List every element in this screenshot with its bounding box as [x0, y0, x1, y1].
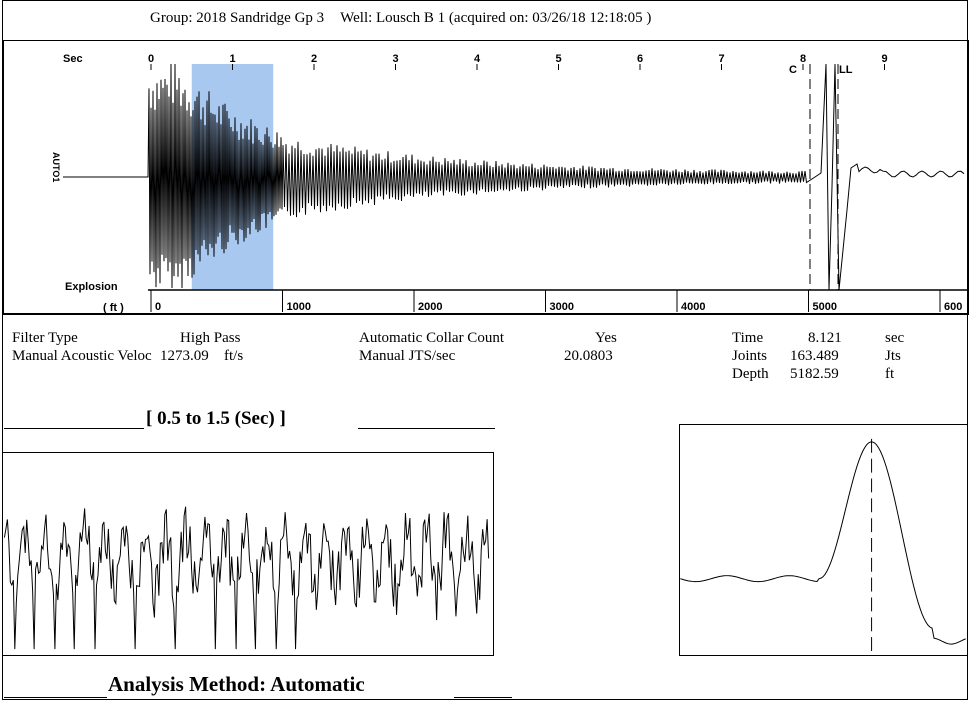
filter-type-label: Filter Type	[12, 330, 78, 346]
analysis-method: Analysis Method: Automatic	[108, 672, 365, 696]
collar-detail-plot[interactable]	[679, 424, 968, 656]
collar-marker-left: C	[789, 64, 797, 76]
depth-label: Depth	[732, 366, 769, 382]
ft-tick-label: 1000	[287, 301, 311, 313]
ft-tick-label: 3000	[550, 301, 574, 313]
sec-axis: 0 1 2 3 4 5 6 7 8 9	[148, 53, 888, 70]
zoom-trace	[3, 506, 490, 650]
manual-jts-label: Manual JTS/sec	[359, 348, 456, 364]
sec-tick-label: 4	[474, 53, 481, 65]
ft-tick-label: 5000	[813, 301, 837, 313]
sec-tick-label: 8	[800, 53, 806, 65]
sec-tick-label: 3	[393, 53, 399, 65]
title-rule-left	[4, 428, 144, 429]
manual-velocity-value: 1273.09	[160, 348, 209, 364]
collar-marker-right: LL	[839, 64, 853, 76]
sec-tick-label: 2	[311, 53, 317, 65]
manual-velocity-unit: ft/s	[224, 348, 244, 364]
well-label: Well: Lousch B 1 (acquired on: 03/26/18 …	[340, 10, 652, 26]
joints-label: Joints	[732, 348, 768, 364]
ft-tick-label: 600	[944, 301, 962, 313]
title-rule-right	[358, 428, 495, 429]
explosion-label: Explosion	[65, 281, 118, 293]
time-value: 8.121	[808, 330, 842, 346]
sec-axis-label: Sec	[63, 53, 83, 65]
footer-rule-right	[454, 697, 512, 698]
header: Group: 2018 Sandridge Gp 3 Well: Lousch B…	[150, 10, 651, 27]
depth-unit: ft	[885, 366, 895, 382]
collar-waveform	[680, 441, 966, 645]
ft-axis: 0 1000 2000 3000 4000 5000 600	[150, 290, 962, 313]
manual-velocity-label: Manual Acoustic Veloc	[12, 348, 152, 364]
ft-tick-label: 0	[155, 301, 161, 313]
sec-tick-label: 7	[719, 53, 725, 65]
acoustic-trace	[63, 63, 965, 291]
zoom-trace-plot[interactable]	[2, 452, 494, 656]
sec-tick-label: 5	[556, 53, 562, 65]
time-unit: sec	[885, 330, 905, 346]
group-label: Group: 2018 Sandridge Gp 3	[150, 10, 325, 26]
zoom-title: [ 0.5 to 1.5 (Sec) ]	[146, 408, 286, 429]
sec-tick-label: 1	[230, 53, 236, 65]
joints-value: 163.489	[790, 348, 839, 364]
sec-tick-label: 6	[637, 53, 643, 65]
footer-rule-left	[4, 697, 107, 698]
sec-tick-label: 0	[148, 53, 154, 65]
joints-unit: Jts	[885, 348, 901, 364]
manual-jts-value: 20.0803	[564, 348, 613, 364]
filter-type-value: High Pass	[180, 330, 241, 346]
y-axis-label: AUTO1	[51, 152, 61, 182]
ft-tick-label: 2000	[418, 301, 442, 313]
ft-axis-label: ( ft )	[103, 302, 124, 314]
sec-tick-label: 9	[882, 53, 888, 65]
time-label: Time	[732, 330, 764, 346]
depth-value: 5182.59	[790, 366, 839, 382]
auto-collar-value: Yes	[595, 330, 617, 346]
ft-tick-label: 4000	[681, 301, 705, 313]
auto-collar-label: Automatic Collar Count	[359, 330, 504, 346]
